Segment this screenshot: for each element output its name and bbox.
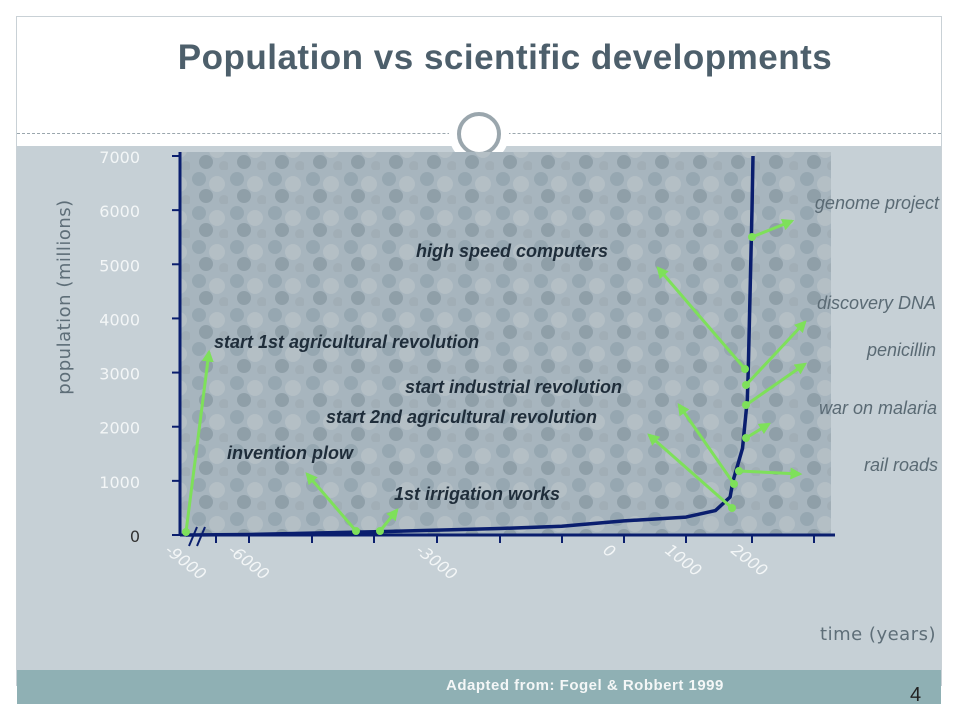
x-tick-label: 0: [600, 540, 620, 561]
x-tick-label: 2000: [728, 540, 772, 580]
x-tick-labels: -9000 -6000 -3000 0 1000 2000: [162, 540, 772, 584]
y-axis-label: population (millions): [54, 199, 75, 394]
annotation-point: [742, 381, 750, 389]
annotation-point: [735, 467, 743, 475]
annotation-label: invention plow: [227, 443, 354, 463]
annotation-point: [352, 527, 360, 535]
population-series-line: [185, 155, 755, 537]
annotation-label: rail roads: [864, 455, 938, 475]
x-tick-label: -9000: [162, 540, 210, 584]
annotation-label: discovery DNA: [817, 293, 936, 313]
y-tick-label: 7000: [99, 148, 140, 167]
y-tick-label: 3000: [99, 365, 140, 384]
annotation-arrow: [305, 472, 358, 532]
y-tick-label: 5000: [99, 256, 140, 275]
annotation-label: war on malaria: [819, 398, 937, 418]
annotation-arrow: [647, 433, 733, 510]
x-axis-label: time (years): [820, 624, 936, 645]
x-tick-label: -6000: [225, 540, 273, 584]
y-tick-label: 2000: [99, 419, 140, 438]
annotation-point: [741, 365, 749, 373]
annotation-label: genome project: [815, 193, 940, 213]
annotation-label: start industrial revolution: [405, 377, 622, 397]
annotation-point: [748, 233, 756, 241]
annotation-arrow: [184, 349, 214, 533]
annotation-arrow: [378, 508, 399, 532]
annotation-arrow: [656, 266, 747, 370]
y-tick-label: 1000: [99, 473, 140, 492]
annotation-label: 1st irrigation works: [394, 484, 560, 504]
annotation-arrow: [677, 403, 736, 485]
annotation-arrow: [744, 320, 807, 387]
annotation-point: [730, 480, 738, 488]
annotation-point: [742, 434, 750, 442]
page-number: 4: [910, 684, 922, 706]
annotation-label: start 2nd agricultural revolution: [326, 407, 597, 427]
annotation-point: [182, 528, 190, 536]
annotation-arrows: [182, 218, 807, 536]
annotation-arrow: [738, 467, 803, 480]
annotation-arrow: [751, 218, 795, 239]
annotation-point: [728, 504, 736, 512]
y-tick-label: 6000: [99, 202, 140, 221]
annotation-label: start 1st agricultural revolution: [214, 332, 479, 352]
annotation-label: penicillin: [866, 340, 936, 360]
x-tick-label: -3000: [413, 540, 461, 584]
annotation-arrow: [745, 362, 807, 407]
y-tick-label: 0: [130, 527, 140, 546]
annotation-point: [742, 401, 750, 409]
y-tick-labels: 0 1000 2000 3000 4000 5000 6000 7000: [99, 148, 140, 546]
footer-bar: [17, 670, 941, 704]
annotation-label: high speed computers: [416, 241, 608, 261]
annotation-labels: start 1st agricultural revolution inventi…: [214, 193, 940, 504]
footer-source: Adapted from: Fogel & Robbert 1999: [446, 677, 724, 694]
annotation-arrow: [745, 422, 772, 440]
slide-title: Population vs scientific developments: [177, 38, 833, 77]
x-tick-label: 1000: [662, 540, 706, 580]
annotation-point: [376, 527, 384, 535]
y-tick-label: 4000: [99, 310, 140, 329]
